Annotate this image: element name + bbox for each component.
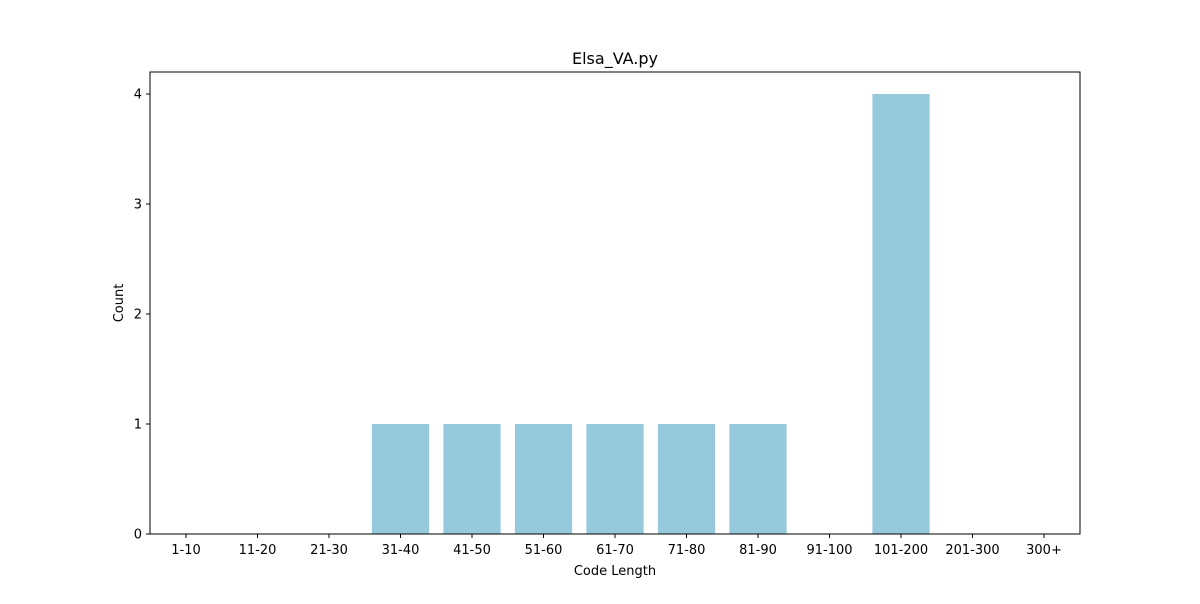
bar-41-50 <box>443 424 501 534</box>
y-axis-ticks: 0 1 2 3 4 <box>134 88 150 543</box>
x-tick-label: 201-300 <box>945 543 999 558</box>
bar-101-200 <box>872 94 930 534</box>
x-axis-ticks: 1-10 11-20 21-30 31-40 41-50 51-60 61-70 71-80 8… <box>171 534 1062 558</box>
y-tick-label: 3 <box>134 198 142 213</box>
y-tick-label: 4 <box>134 88 142 103</box>
x-tick-label: 31-40 <box>382 543 420 558</box>
y-tick-label: 0 <box>134 528 142 543</box>
x-tick-label: 91-100 <box>806 543 852 558</box>
bar-71-80 <box>657 424 716 534</box>
x-tick-label: 71-80 <box>668 543 706 558</box>
x-tick-label: 300+ <box>1026 543 1062 558</box>
x-tick-label: 81-90 <box>739 543 777 558</box>
bar-81-90 <box>729 424 787 534</box>
x-axis-label: Code Length <box>574 564 656 579</box>
x-tick-label: 101-200 <box>874 543 928 558</box>
x-tick-label: 21-30 <box>310 543 348 558</box>
x-tick-label: 61-70 <box>596 543 634 558</box>
x-tick-label: 11-20 <box>239 543 277 558</box>
y-tick-label: 2 <box>134 308 142 323</box>
x-tick-label: 1-10 <box>171 543 201 558</box>
bars-layer <box>371 94 930 534</box>
x-tick-label: 41-50 <box>453 543 491 558</box>
y-axis-label: Count <box>112 284 127 323</box>
x-tick-label: 51-60 <box>525 543 563 558</box>
bar-61-70 <box>586 424 644 534</box>
bar-31-40 <box>371 424 430 534</box>
y-tick-label: 1 <box>134 418 142 433</box>
bar-51-60 <box>514 424 573 534</box>
chart-title: Elsa_VA.py <box>572 49 658 69</box>
